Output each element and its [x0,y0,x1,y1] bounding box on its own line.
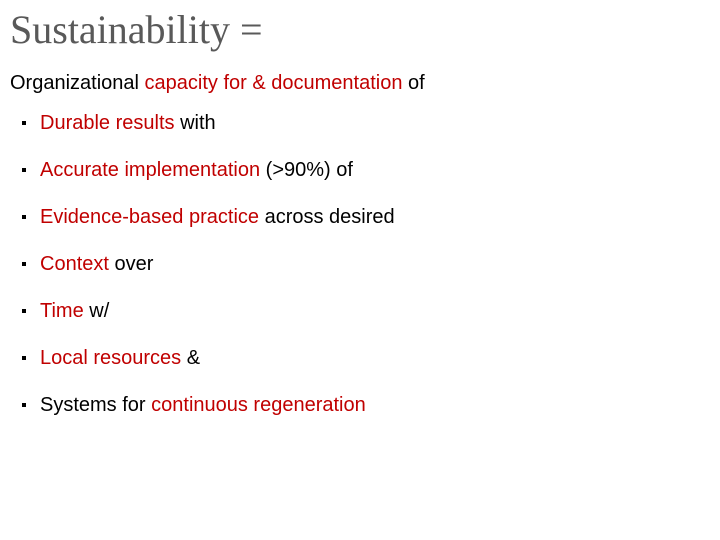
slide-title: Sustainability = [10,8,710,52]
slide: Sustainability = Organizational capacity… [0,0,720,540]
list-item: Context over [18,251,710,278]
subtitle-pre: Organizational [10,72,145,94]
list-item: Local resources & [18,345,710,372]
item-post: over [109,253,153,275]
item-accent: Time [40,300,84,322]
item-accent: Durable results [40,112,175,134]
subtitle-post: of [402,72,424,94]
list-item: Evidence-based practice across desired [18,204,710,231]
item-accent: continuous regeneration [151,394,366,416]
item-pre: Systems for [40,394,151,416]
bullet-list: Durable results with Accurate implementa… [10,110,710,419]
item-accent: Local resources [40,347,181,369]
subtitle-accent: capacity for & documentation [145,72,403,94]
list-item: Durable results with [18,110,710,137]
item-post: & [181,347,200,369]
list-item: Systems for continuous regeneration [18,392,710,419]
item-accent: Accurate implementation [40,159,260,181]
item-post: (>90%) of [260,159,353,181]
list-item: Time w/ [18,298,710,325]
item-accent: Context [40,253,109,275]
item-post: with [175,112,216,134]
list-item: Accurate implementation (>90%) of [18,157,710,184]
item-post: w/ [84,300,110,322]
item-accent: Evidence-based practice [40,206,259,228]
item-post: across desired [259,206,395,228]
slide-subtitle: Organizational capacity for & documentat… [10,70,710,96]
